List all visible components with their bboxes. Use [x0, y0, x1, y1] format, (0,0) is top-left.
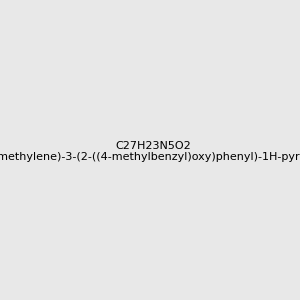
Text: C27H23N5O2
(Z)-N'-((1H-indol-3-yl)methylene)-3-(2-((4-methylbenzyl)oxy)phenyl)-1: C27H23N5O2 (Z)-N'-((1H-indol-3-yl)methyl… [0, 141, 300, 162]
